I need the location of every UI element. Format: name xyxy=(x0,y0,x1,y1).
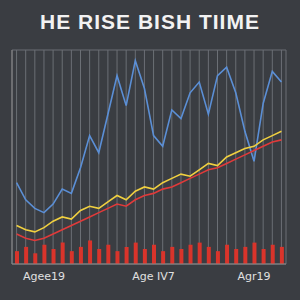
svg-text:Agee19: Agee19 xyxy=(23,270,65,283)
svg-text:Age IV7: Age IV7 xyxy=(132,270,175,283)
svg-text:Agr19: Agr19 xyxy=(238,270,271,283)
html-text:HE RISE BISH TIIME: HE RISE BISH TIIME xyxy=(40,10,260,33)
